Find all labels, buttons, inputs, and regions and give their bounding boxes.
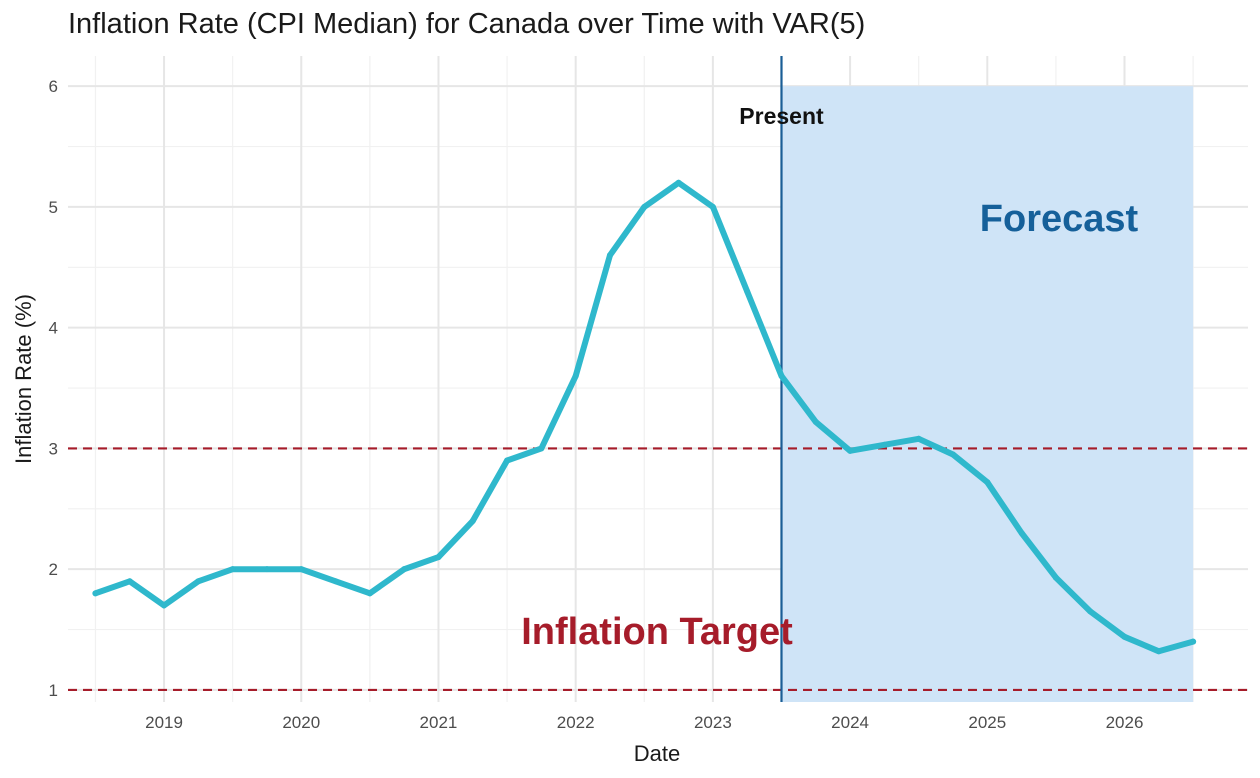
label-layer: 2019 2020 2021 2022 2023 2024 2025 2026 1 2 3 4 5 6 Pr… <box>49 77 1144 732</box>
y-tick-label: 2 <box>49 560 58 579</box>
y-tick-label: 4 <box>49 319 58 338</box>
y-axis-title: Inflation Rate (%) <box>11 294 36 464</box>
inflation-data-point <box>469 517 476 524</box>
inflation-data-point <box>675 179 682 186</box>
inflation-data-point <box>1087 608 1094 615</box>
y-tick-label: 6 <box>49 77 58 96</box>
x-tick-label: 2019 <box>145 713 183 732</box>
chart-title: Inflation Rate (CPI Median) for Canada o… <box>68 8 866 40</box>
forecast-label: Forecast <box>980 198 1139 240</box>
x-tick-label: 2025 <box>968 713 1006 732</box>
forecast-region <box>781 86 1194 703</box>
inflation-data-point <box>161 602 168 609</box>
forecast-region-layer <box>781 86 1194 703</box>
inflation-data-point <box>229 566 236 573</box>
inflation-data-point <box>1121 633 1128 640</box>
inflation-data-point <box>847 447 854 454</box>
inflation-data-point <box>572 372 579 379</box>
inflation-data-point <box>332 578 339 585</box>
inflation-data-point <box>263 566 270 573</box>
inflation-data-point <box>298 566 305 573</box>
inflation-data-point <box>984 479 991 486</box>
inflation-data-point <box>950 451 956 458</box>
inflation-data-point <box>812 418 819 425</box>
inflation-data-point <box>366 590 373 597</box>
inflation-data-point <box>126 578 133 585</box>
inflation-data-point <box>709 203 716 210</box>
inflation-data-point <box>92 590 99 597</box>
present-label: Present <box>739 103 824 129</box>
x-tick-label: 2021 <box>420 713 458 732</box>
y-tick-label: 1 <box>49 681 58 700</box>
x-tick-label: 2020 <box>282 713 320 732</box>
x-tick-label: 2026 <box>1106 713 1144 732</box>
inflation-data-point <box>1018 529 1025 536</box>
series-layer <box>92 179 1197 655</box>
inflation-data-point <box>915 435 922 442</box>
inflation-data-point <box>606 252 613 259</box>
inflation-data-point <box>538 445 545 452</box>
inflation-data-point <box>401 566 408 573</box>
inflation-data-point <box>778 372 785 379</box>
inflation-data-point <box>1052 574 1059 581</box>
inflation-data-point <box>881 441 888 448</box>
x-tick-label: 2024 <box>831 713 869 732</box>
inflation-data-point <box>195 578 202 585</box>
y-tick-label: 5 <box>49 198 58 217</box>
y-tick-label: 3 <box>49 439 58 458</box>
inflation-data-point <box>744 288 751 295</box>
inflation-data-point <box>641 203 648 210</box>
inflation-data-point <box>1190 638 1197 645</box>
inflation-data-point <box>504 457 511 464</box>
x-axis-title: Date <box>634 741 680 766</box>
inflation-data-point <box>435 554 442 561</box>
inflation-data-point <box>1155 648 1162 655</box>
x-tick-label: 2023 <box>694 713 732 732</box>
x-tick-label: 2022 <box>557 713 595 732</box>
inflation-target-label: Inflation Target <box>521 611 793 653</box>
